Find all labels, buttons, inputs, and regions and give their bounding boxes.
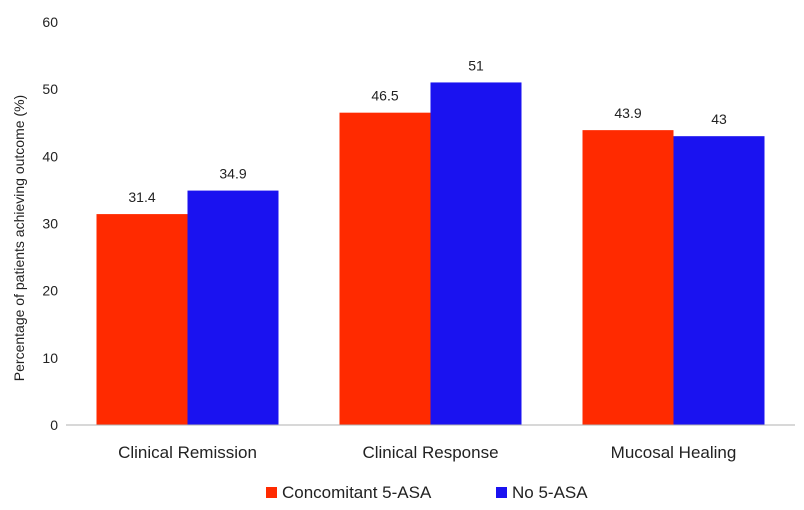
x-tick-label: Clinical Response [362, 443, 498, 462]
x-axis: Clinical Remission Clinical Response Mucos… [66, 424, 795, 462]
legend: Concomitant 5-ASA No 5-ASA [266, 483, 588, 502]
data-label: 31.4 [128, 189, 155, 205]
data-label: 46.5 [371, 88, 398, 104]
bar-clinical-remission-concomitant-5-asa [96, 214, 188, 425]
y-tick-label-50: 50 [42, 81, 58, 97]
legend-swatch [496, 487, 507, 498]
y-tick-label-40: 40 [42, 148, 58, 164]
y-tick-label-10: 10 [42, 350, 58, 366]
y-tick-label-30: 30 [42, 216, 58, 232]
y-tick-label-0: 0 [50, 417, 58, 433]
y-tick-label-60: 60 [42, 14, 58, 30]
bar-clinical-response-no-5-asa [430, 82, 522, 425]
bar-mucosal-healing-concomitant-5-asa [582, 130, 674, 425]
legend-label: Concomitant 5-ASA [282, 483, 432, 502]
data-label: 51 [468, 57, 484, 73]
x-tick-label: Mucosal Healing [611, 443, 737, 462]
data-label: 34.9 [219, 166, 246, 182]
x-tick-label: Clinical Remission [118, 443, 257, 462]
bar-clinical-remission-no-5-asa [187, 190, 279, 425]
y-axis: 0 10 20 30 40 50 60 [42, 14, 58, 433]
legend-label: No 5-ASA [512, 483, 588, 502]
data-label: 43.9 [614, 105, 641, 121]
data-labels: 31.4 34.9 46.5 51 43.9 43 [128, 57, 727, 205]
legend-swatch [266, 487, 277, 498]
bar-clinical-response-concomitant-5-asa [339, 112, 431, 426]
y-tick-label-20: 20 [42, 283, 58, 299]
y-axis-label: Percentage of patients achieving outcome… [11, 95, 27, 381]
data-label: 43 [711, 111, 727, 127]
bars [96, 82, 765, 426]
bar-mucosal-healing-no-5-asa [673, 136, 765, 425]
